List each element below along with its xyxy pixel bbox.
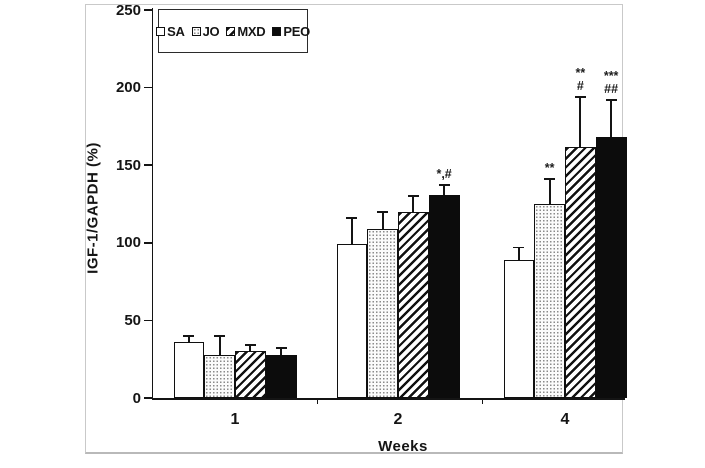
legend-label: PEO [283,23,310,39]
bar-mxd-week1 [235,351,266,398]
error-cap-jo-week1 [214,335,226,337]
legend: SA JO MXD PEO [156,9,310,53]
error-cap-peo-week1 [275,347,287,350]
y-tick-label: 150 [115,156,141,174]
error-bar-jo-week1 [218,335,221,355]
significance-peo-week2: *,# [412,168,476,181]
significance-line: ** [544,161,555,176]
legend-item-mxd: MXD [226,23,266,39]
error-bar-sa-week4 [517,247,520,260]
legend-swatch-sa-icon [156,26,166,36]
significance-mxd-week4: ** # [548,65,612,93]
legend-item-peo: PEO [272,24,310,39]
bar-jo-week4 [534,204,565,398]
bar-peo-week2 [428,194,460,398]
y-tick-label: 200 [115,79,141,97]
bar-mxd-week2 [398,211,429,398]
y-tick [144,164,152,166]
significance-line: ## [604,82,619,97]
error-bar-mxd-week1 [249,345,252,352]
bar-sa-week1 [173,342,205,398]
bar-mxd-week4 [565,146,596,398]
significance-line: *,# [436,167,452,182]
error-cap-mxd-week1 [244,344,256,347]
error-cap-jo-week4 [544,178,556,181]
x-axis-title: Weeks [378,438,428,455]
x-tick-label: 4 [560,411,570,428]
significance-jo-week4: ** [518,162,582,175]
legend-swatch-mxd-icon [226,26,236,36]
significance-line: ** [575,65,586,80]
error-bar-jo-week2 [381,211,384,229]
bar-sa-week2 [336,244,368,398]
y-tick-label: 0 [132,389,141,407]
legend-label: MXD [237,23,266,39]
x-minor-tick [481,399,483,404]
y-tick [144,242,152,244]
error-bar-mxd-week2 [412,196,415,212]
legend-item-jo: JO [191,23,220,39]
y-tick-label: 50 [124,311,141,329]
bar-peo-week1 [265,354,297,398]
legend-swatch-peo-icon [272,26,282,36]
x-tick-label: 1 [230,411,240,428]
error-bar-sa-week2 [350,217,353,245]
error-bar-sa-week1 [187,335,190,343]
significance-line: *** [603,69,619,84]
bar-jo-week2 [367,228,398,398]
y-tick [144,9,152,11]
bar-sa-week4 [503,259,535,398]
bar-peo-week4 [595,137,627,398]
legend-label: JO [202,23,220,39]
bar-jo-week1 [204,354,235,398]
legend-item-sa: SA [156,23,185,39]
significance-peo-week4: *** ## [579,70,643,96]
y-axis-line [151,8,154,399]
y-tick [144,86,152,89]
legend-label: SA [167,23,185,39]
x-minor-tick [316,399,318,404]
error-bar-jo-week4 [548,179,551,204]
error-cap-mxd-week4 [574,96,586,98]
error-cap-sa-week4 [513,246,525,249]
y-tick [144,397,152,399]
error-cap-sa-week2 [346,217,358,219]
y-tick-label: 100 [115,234,141,252]
error-cap-mxd-week2 [407,195,419,198]
legend-swatch-jo-icon [191,26,201,36]
x-tick-label: 2 [393,411,403,428]
significance-line: # [576,78,584,93]
x-axis-line [151,397,625,400]
error-bar-peo-week1 [280,348,283,355]
error-cap-peo-week2 [438,184,450,187]
error-cap-sa-week1 [183,335,195,337]
error-bar-peo-week2 [443,185,446,195]
y-tick-label: 250 [115,1,141,19]
error-bar-mxd-week4 [579,96,582,147]
error-cap-jo-week2 [377,210,389,213]
y-tick [144,319,152,322]
error-cap-peo-week4 [605,99,617,101]
error-bar-peo-week4 [610,100,613,138]
